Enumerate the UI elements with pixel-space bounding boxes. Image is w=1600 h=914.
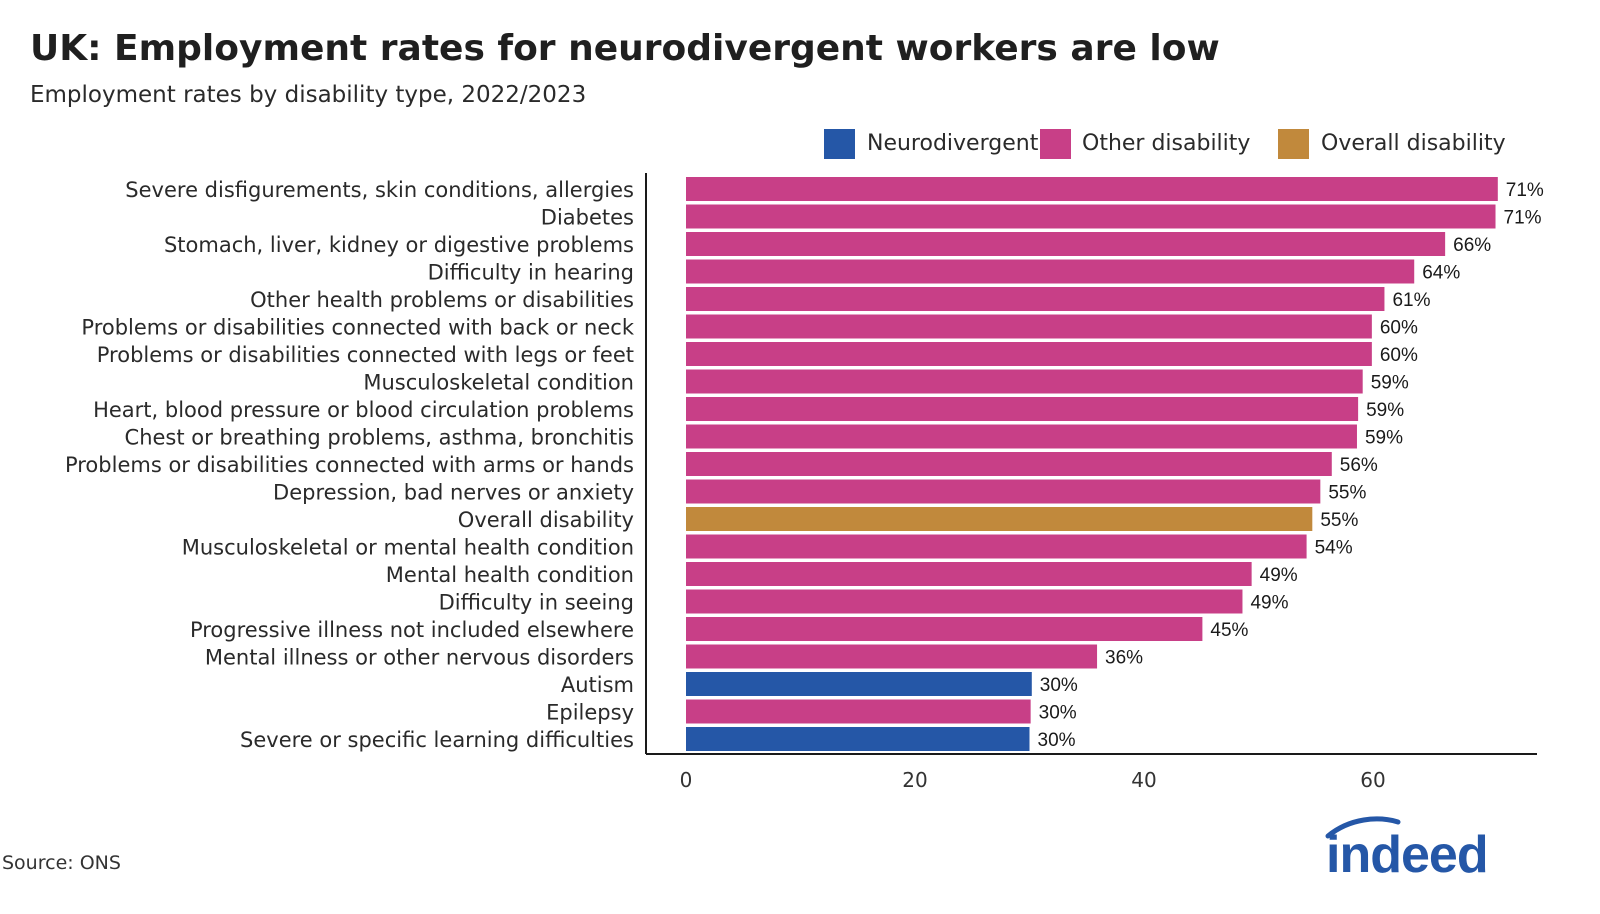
value-label-chest-or-breathing-problems-asthma-bronchitis: 59% [1365,428,1403,449]
legend-swatch-other-disability [1040,129,1071,159]
value-label-progressive-illness-not-included-elsewhere: 45% [1210,620,1248,641]
category-label-overall-disability: Overall disability [458,508,634,532]
legend-label-neurodivergent: Neurodivergent [867,131,1039,156]
bar-stomach-liver-kidney-or-digestive-problems [686,232,1446,256]
category-label-epilepsy: Epilepsy [546,701,634,725]
value-label-overall-disability: 55% [1320,510,1358,531]
category-label-problems-or-disabilities-connected-with-arms-or-hands: Problems or disabilities connected with … [65,453,634,477]
bar-difficulty-in-hearing [686,259,1415,284]
value-label-other-health-problems-or-disabilities: 61% [1392,290,1430,311]
x-tick-label: 20 [902,768,927,792]
category-label-musculoskeletal-condition: Musculoskeletal condition [363,371,634,395]
value-label-difficulty-in-hearing: 64% [1422,263,1460,284]
legend-swatch-neurodivergent [824,129,855,159]
value-label-severe-or-specific-learning-difficulties: 30% [1038,730,1076,751]
bar-severe-disfigurements-skin-conditions-allergies [686,177,1498,201]
value-label-heart-blood-pressure-or-blood-circulation-problems: 59% [1366,400,1404,421]
category-label-progressive-illness-not-included-elsewhere: Progressive illness not included elsewhe… [190,618,634,642]
bar-epilepsy [686,699,1031,724]
bar-problems-or-disabilities-connected-with-legs-or-feet [686,342,1372,366]
value-label-musculoskeletal-condition: 59% [1371,373,1409,394]
x-tick-label: 0 [680,768,693,792]
bar-autism [686,672,1032,696]
value-label-severe-disfigurements-skin-conditions-allergies: 71% [1506,180,1544,201]
value-label-problems-or-disabilities-connected-with-back-or-neck: 60% [1380,318,1418,339]
bar-musculoskeletal-or-mental-health-condition [686,534,1307,559]
value-label-diabetes: 71% [1504,208,1542,229]
value-label-musculoskeletal-or-mental-health-condition: 54% [1315,538,1353,559]
bar-progressive-illness-not-included-elsewhere [686,617,1203,641]
value-label-problems-or-disabilities-connected-with-arms-or-hands: 56% [1340,455,1378,476]
category-label-chest-or-breathing-problems-asthma-bronchitis: Chest or breathing problems, asthma, bro… [125,426,634,450]
value-label-stomach-liver-kidney-or-digestive-problems: 66% [1453,235,1491,256]
category-label-severe-disfigurements-skin-conditions-allergies: Severe disfigurements, skin conditions, … [125,178,634,202]
bar-musculoskeletal-condition [686,369,1363,394]
legend-label-overall-disability: Overall disability [1321,131,1506,156]
legend-label-other-disability: Other disability [1082,131,1251,156]
x-tick-label: 40 [1131,768,1156,792]
category-label-problems-or-disabilities-connected-with-back-or-neck: Problems or disabilities connected with … [81,316,634,340]
value-label-epilepsy: 30% [1039,703,1077,724]
bar-depression-bad-nerves-or-anxiety [686,479,1321,504]
value-label-autism: 30% [1040,675,1078,696]
category-label-other-health-problems-or-disabilities: Other health problems or disabilities [250,288,634,312]
category-label-diabetes: Diabetes [541,206,634,230]
value-label-mental-illness-or-other-nervous-disorders: 36% [1105,648,1143,669]
value-label-mental-health-condition: 49% [1260,565,1298,586]
indeed-logo: indeed [1325,816,1489,878]
category-label-musculoskeletal-or-mental-health-condition: Musculoskeletal or mental health conditi… [182,536,634,560]
bar-severe-or-specific-learning-difficulties [686,727,1030,751]
bar-chest-or-breathing-problems-asthma-bronchitis [686,424,1357,449]
category-label-autism: Autism [561,673,634,697]
value-label-problems-or-disabilities-connected-with-legs-or-feet: 60% [1380,345,1418,366]
bar-problems-or-disabilities-connected-with-back-or-neck [686,314,1372,339]
category-label-stomach-liver-kidney-or-digestive-problems: Stomach, liver, kidney or digestive prob… [164,233,634,257]
category-label-difficulty-in-seeing: Difficulty in seeing [439,591,634,615]
bar-other-health-problems-or-disabilities [686,287,1385,311]
bar-overall-disability [686,507,1313,531]
source-note: Source: ONS [2,852,121,874]
chart-title: UK: Employment rates for neurodivergent … [30,28,1220,69]
category-label-depression-bad-nerves-or-anxiety: Depression, bad nerves or anxiety [273,481,634,505]
bar-diabetes [686,204,1496,229]
value-label-difficulty-in-seeing: 49% [1250,593,1288,614]
value-label-depression-bad-nerves-or-anxiety: 55% [1328,483,1366,504]
bar-difficulty-in-seeing [686,589,1243,614]
bar-heart-blood-pressure-or-blood-circulation-problems [686,397,1359,421]
category-label-severe-or-specific-learning-difficulties: Severe or specific learning difficulties [240,728,634,752]
bar-mental-illness-or-other-nervous-disorders [686,644,1098,669]
x-tick-label: 60 [1360,768,1385,792]
chart-subtitle: Employment rates by disability type, 202… [30,82,587,108]
category-label-problems-or-disabilities-connected-with-legs-or-feet: Problems or disabilities connected with … [97,343,634,367]
category-label-mental-illness-or-other-nervous-disorders: Mental illness or other nervous disorder… [205,646,634,670]
category-label-heart-blood-pressure-or-blood-circulation-problems: Heart, blood pressure or blood circulati… [93,398,634,422]
category-label-difficulty-in-hearing: Difficulty in hearing [428,261,634,285]
category-label-mental-health-condition: Mental health condition [386,563,634,587]
svg-text:indeed: indeed [1326,826,1488,878]
bar-mental-health-condition [686,562,1252,586]
bar-problems-or-disabilities-connected-with-arms-or-hands [686,452,1332,476]
legend-swatch-overall-disability [1278,129,1309,159]
